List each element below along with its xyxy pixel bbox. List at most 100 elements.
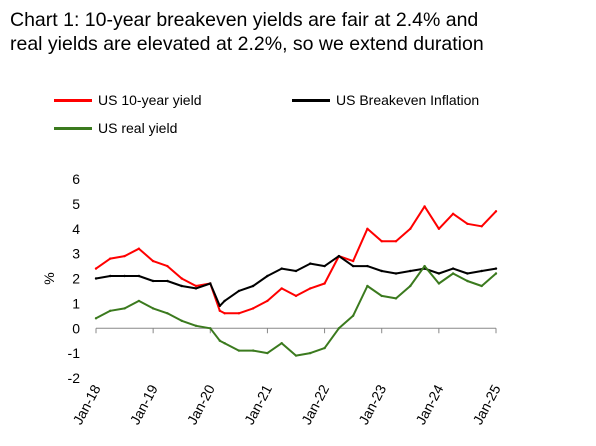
- data-point-us-real-yield: [266, 351, 269, 355]
- y-tick-label: -1: [68, 345, 81, 361]
- data-point-us-breakeven-inflation: [94, 277, 98, 280]
- data-point-us-real-yield: [351, 314, 355, 317]
- y-tick-label: 6: [72, 171, 80, 187]
- legend-item-us-10-year-yield: US 10-year yield: [54, 92, 202, 108]
- data-point-us-breakeven-inflation: [480, 269, 483, 273]
- data-point-us-breakeven-inflation: [409, 269, 412, 273]
- data-point-us-real-yield: [480, 284, 483, 288]
- data-point-us-10-year-yield: [109, 257, 112, 260]
- data-point-us-10-year-yield: [494, 210, 498, 213]
- legend-swatch-us-breakeven-inflation: [292, 98, 330, 102]
- x-tick-label: Jan-22: [298, 382, 332, 427]
- data-point-us-real-yield: [423, 264, 426, 268]
- legend-swatch-us-real-yield: [54, 126, 92, 130]
- data-point-us-breakeven-inflation: [218, 304, 221, 308]
- data-point-us-real-yield: [294, 354, 298, 357]
- y-tick-label: 1: [72, 295, 80, 311]
- y-tick-label: 2: [72, 271, 80, 287]
- data-point-us-breakeven-inflation: [180, 284, 183, 288]
- data-point-us-breakeven-inflation: [323, 264, 326, 268]
- data-point-us-breakeven-inflation: [166, 279, 169, 283]
- data-point-us-real-yield: [323, 346, 326, 350]
- data-point-us-real-yield: [409, 284, 412, 288]
- y-tick-label: -2: [68, 370, 81, 386]
- data-point-us-10-year-yield: [266, 299, 269, 303]
- data-point-us-real-yield: [309, 351, 312, 355]
- x-tick-label: Jan-25: [469, 382, 503, 427]
- data-point-us-10-year-yield: [409, 227, 412, 230]
- data-point-us-real-yield: [451, 272, 455, 275]
- data-point-us-breakeven-inflation: [151, 279, 155, 283]
- data-point-us-real-yield: [194, 324, 198, 327]
- data-point-us-10-year-yield: [123, 254, 126, 258]
- data-point-us-10-year-yield: [323, 282, 326, 285]
- data-point-us-10-year-yield: [280, 287, 283, 290]
- data-point-us-real-yield: [166, 312, 169, 315]
- x-tick-label: Jan-24: [412, 382, 446, 427]
- legend-item-us-real-yield: US real yield: [54, 120, 177, 136]
- data-point-us-breakeven-inflation: [337, 254, 341, 258]
- x-tick-label: Jan-20: [184, 382, 218, 427]
- data-point-us-breakeven-inflation: [137, 274, 141, 278]
- data-point-us-breakeven-inflation: [223, 299, 226, 303]
- data-point-us-breakeven-inflation: [437, 272, 441, 275]
- data-point-us-real-yield: [337, 327, 341, 330]
- data-point-us-real-yield: [394, 297, 398, 300]
- data-point-us-real-yield: [180, 319, 183, 322]
- data-point-us-real-yield: [151, 307, 155, 310]
- data-point-us-real-yield: [94, 317, 98, 320]
- legend-swatch-us-10-year-yield: [54, 98, 92, 102]
- plot-area: -2 -1 0 1 2 3 4 5 6% Jan-18 Jan-19 Jan-20 Jan-21 Jan-…: [41, 171, 504, 427]
- legend-label-us-real-yield: US real yield: [98, 120, 178, 136]
- data-point-us-10-year-yield: [218, 309, 221, 312]
- data-point-us-real-yield: [109, 309, 112, 312]
- y-tick-label: 3: [72, 246, 80, 262]
- data-point-us-10-year-yield: [380, 240, 383, 243]
- data-point-us-10-year-yield: [151, 259, 155, 263]
- y-tick-label: 4: [72, 221, 80, 237]
- data-point-us-breakeven-inflation: [109, 274, 112, 278]
- data-point-us-10-year-yield: [251, 307, 255, 310]
- data-point-us-breakeven-inflation: [466, 272, 469, 275]
- data-point-us-breakeven-inflation: [294, 269, 298, 273]
- data-point-us-real-yield: [209, 327, 212, 330]
- data-point-us-10-year-yield: [137, 247, 141, 250]
- data-point-us-10-year-yield: [480, 225, 483, 228]
- data-point-us-breakeven-inflation: [251, 284, 255, 288]
- chart-title: Chart 1: 10-year breakeven yields are fa…: [10, 8, 590, 56]
- legend-label-us-10-year-yield: US 10-year yield: [98, 92, 202, 108]
- data-point-us-real-yield: [223, 342, 226, 345]
- y-tick-label: 0: [72, 320, 80, 336]
- x-tick-label: Jan-23: [355, 382, 389, 427]
- data-point-us-breakeven-inflation: [394, 272, 398, 275]
- data-point-us-real-yield: [137, 299, 141, 303]
- data-point-us-10-year-yield: [180, 277, 183, 280]
- legend-item-us-breakeven-inflation: US Breakeven Inflation: [292, 92, 479, 108]
- data-point-us-10-year-yield: [194, 284, 198, 288]
- data-point-us-breakeven-inflation: [209, 282, 212, 285]
- data-point-us-10-year-yield: [94, 267, 98, 270]
- data-point-us-10-year-yield: [294, 294, 298, 298]
- data-point-us-10-year-yield: [309, 287, 312, 290]
- x-tick-label: Jan-18: [69, 382, 103, 427]
- data-point-us-breakeven-inflation: [194, 287, 198, 290]
- x-tick-label: Jan-21: [241, 382, 275, 427]
- data-point-us-real-yield: [237, 349, 241, 352]
- data-point-us-10-year-yield: [166, 264, 169, 268]
- data-point-us-real-yield: [437, 282, 441, 285]
- y-tick-label: 5: [72, 196, 80, 212]
- data-point-us-real-yield: [466, 279, 469, 283]
- data-point-us-breakeven-inflation: [351, 264, 355, 268]
- data-point-us-breakeven-inflation: [494, 267, 498, 270]
- data-point-us-breakeven-inflation: [280, 267, 283, 270]
- data-point-us-10-year-yield: [366, 227, 369, 230]
- data-point-us-real-yield: [218, 339, 221, 342]
- data-point-us-real-yield: [251, 349, 255, 352]
- data-point-us-breakeven-inflation: [366, 264, 369, 268]
- data-point-us-10-year-yield: [237, 312, 241, 315]
- legend-label-us-breakeven-inflation: US Breakeven Inflation: [336, 92, 480, 108]
- data-point-us-breakeven-inflation: [309, 262, 312, 265]
- data-point-us-breakeven-inflation: [380, 269, 383, 273]
- data-point-us-10-year-yield: [223, 312, 226, 315]
